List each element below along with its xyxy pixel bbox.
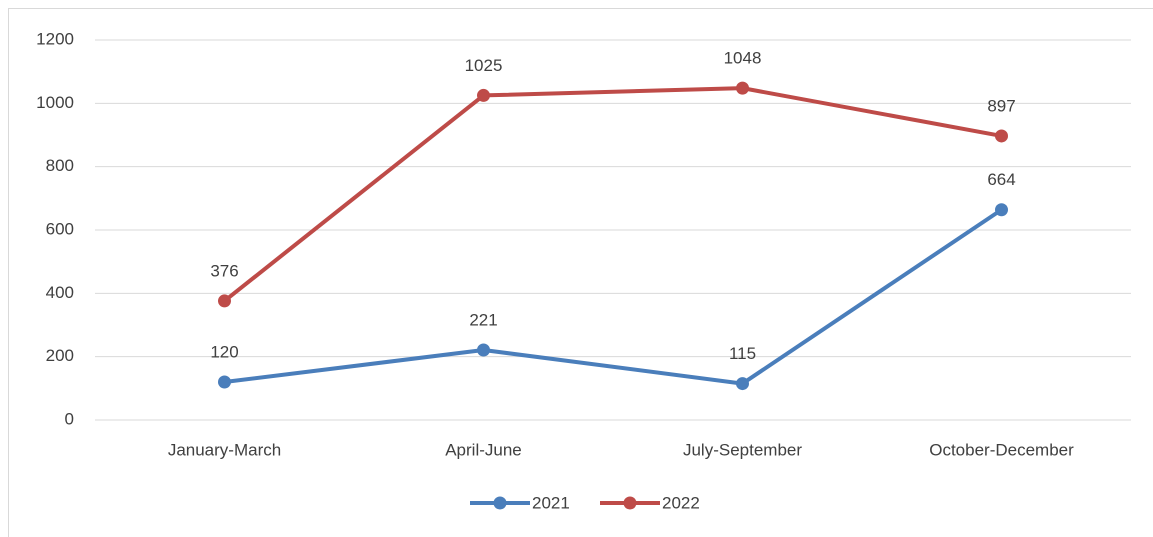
legend-marker <box>493 496 507 510</box>
x-tick-label: April-June <box>445 440 522 459</box>
point <box>736 81 749 95</box>
data-label: 376 <box>210 261 238 280</box>
data-label: 120 <box>210 342 238 361</box>
legend-label: 2022 <box>662 493 700 512</box>
data-label: 115 <box>729 344 756 363</box>
x-tick-label: January-March <box>168 440 281 459</box>
y-tick-label: 200 <box>46 346 74 365</box>
legend-marker <box>623 496 637 510</box>
legend-label: 2021 <box>532 493 570 512</box>
y-tick-label: 0 <box>65 409 74 428</box>
series-line <box>223 86 1002 303</box>
series-line <box>224 208 1003 386</box>
y-tick-label: 600 <box>46 219 74 238</box>
data-label: 1048 <box>724 49 762 68</box>
point <box>218 375 231 389</box>
point <box>477 343 490 357</box>
y-tick-label: 400 <box>46 283 74 302</box>
data-label: 1025 <box>465 56 503 75</box>
x-tick-label: October-December <box>929 440 1074 459</box>
data-label: 664 <box>987 170 1015 189</box>
point <box>218 294 231 308</box>
point <box>995 203 1008 217</box>
point <box>477 88 490 102</box>
point <box>995 129 1008 143</box>
x-tick-label: July-September <box>683 440 802 459</box>
point <box>736 377 749 391</box>
y-tick-label: 1200 <box>36 29 74 48</box>
chart-border <box>8 8 1153 537</box>
y-tick-label: 1000 <box>36 93 74 112</box>
y-tick-label: 800 <box>46 156 74 175</box>
data-label: 221 <box>469 311 497 330</box>
data-label: 897 <box>987 96 1015 115</box>
